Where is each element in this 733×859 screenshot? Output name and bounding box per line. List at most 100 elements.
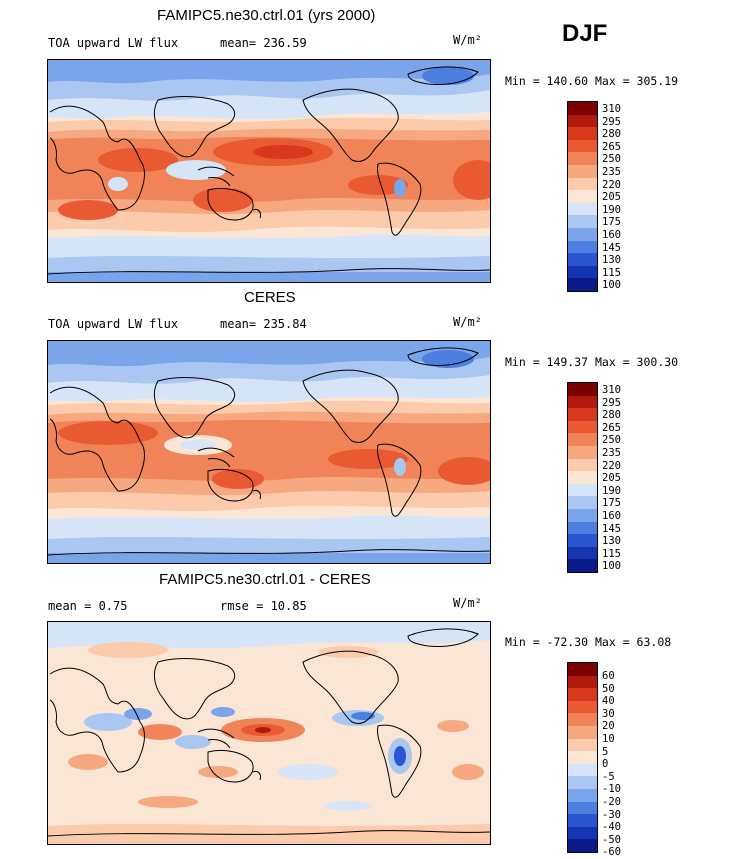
panel1-minmax: Min = 140.60 Max = 305.19 — [505, 74, 679, 88]
panel3-colorbar-swatch-13 — [568, 814, 597, 827]
panel1-cbar-label: 265 — [602, 140, 621, 153]
panel1-colorbar-swatch-6 — [568, 164, 597, 178]
panel1-cbar-label: 100 — [602, 279, 621, 292]
panel2-cbar-label: 175 — [602, 497, 621, 510]
panel3-colorbar-swatch-6 — [568, 725, 597, 739]
panel1-colorbar-swatch-8 — [568, 190, 597, 203]
panel3-colorbar-swatch-1 — [568, 663, 597, 676]
panel3-minmax: Min = -72.30 Max = 63.08 — [505, 635, 672, 649]
panel1-colorbar-swatch-10 — [568, 215, 597, 228]
panel1-colorbar-swatch-7 — [568, 177, 597, 191]
panel2-colorbar-swatch-9 — [568, 483, 597, 497]
panel3-cbar-label: -10 — [602, 783, 621, 796]
panel3-cbar-label: 40 — [602, 695, 615, 708]
panel2-cbar-label: 205 — [602, 472, 621, 485]
panel3-colorbar-swatch-2 — [568, 675, 597, 689]
panel3-colorbar-labels: 60 50 40 30 20 10 5 0 -5 -10 -20 -30 -40… — [602, 670, 621, 859]
panel2-colorbar-labels: 310 295 280 265 250 235 220 205 190 175 … — [602, 384, 621, 573]
panel3-cbar-label: 0 — [602, 758, 609, 771]
panel1-colorbar-swatch-1 — [568, 102, 597, 115]
panel3-colorbar — [567, 662, 598, 853]
panel2-cbar-label: 160 — [602, 509, 621, 522]
panel2-cbar-label: 250 — [602, 434, 621, 447]
panel2-colorbar-swatch-3 — [568, 408, 597, 421]
panel1-cbar-label: 235 — [602, 165, 621, 178]
panel1-colorbar-swatch-9 — [568, 202, 597, 216]
panel2-cbar-label: 235 — [602, 446, 621, 459]
panel3-cbar-label: 30 — [602, 707, 615, 720]
panel1-colorbar-swatch-11 — [568, 227, 597, 241]
panel3-cbar-label: 10 — [602, 732, 615, 745]
panel3-cbar-label: -50 — [602, 833, 621, 846]
panel3-cbar-label: -60 — [602, 846, 621, 859]
panel2-cbar-label: 295 — [602, 396, 621, 409]
panel2-map — [47, 340, 491, 564]
panel3-colorbar-swatch-7 — [568, 738, 597, 752]
panel2-units: W/m² — [453, 315, 482, 329]
panel2-colorbar-swatch-11 — [568, 508, 597, 522]
panel2-cbar-label: 220 — [602, 459, 621, 472]
panel2-minmax: Min = 149.37 Max = 300.30 — [505, 355, 679, 369]
panel1-cbar-label: 295 — [602, 115, 621, 128]
panel3-colorbar-swatch-4 — [568, 700, 597, 714]
panel3-colorbar-swatch-10 — [568, 776, 597, 789]
panel1-cbar-label: 145 — [602, 241, 621, 254]
panel1-cbar-label: 175 — [602, 216, 621, 229]
panel3-colorbar-swatch-3 — [568, 688, 597, 701]
panel2-colorbar-swatch-1 — [568, 383, 597, 396]
panel2-colorbar-swatch-6 — [568, 445, 597, 459]
panel2-colorbar-swatch-10 — [568, 496, 597, 509]
panel1-cbar-label: 220 — [602, 178, 621, 191]
panel3-colorbar-swatch-12 — [568, 801, 597, 815]
panel1-colorbar-swatch-13 — [568, 253, 597, 266]
panel3-colorbar-swatch-15 — [568, 839, 597, 852]
panel1-colorbar-labels: 310 295 280 265 250 235 220 205 190 175 … — [602, 103, 621, 292]
panel1-colorbar-swatch-2 — [568, 114, 597, 128]
panel2-colorbar-swatch-14 — [568, 546, 597, 560]
panel2-cbar-label: 145 — [602, 522, 621, 535]
panel2-colorbar-swatch-8 — [568, 471, 597, 484]
panel3-rmse: rmse = 10.85 — [220, 599, 307, 613]
panel1-cbar-label: 250 — [602, 153, 621, 166]
panel2-map-svg — [48, 341, 490, 563]
panel2-colorbar-swatch-12 — [568, 521, 597, 535]
panel2-colorbar-swatch-4 — [568, 420, 597, 434]
panel3-cbar-label: 5 — [602, 745, 609, 758]
panel2-cbar-label: 115 — [602, 547, 621, 560]
panel3-map-svg — [48, 622, 490, 844]
panel2-colorbar-swatch-2 — [568, 395, 597, 409]
panel3-colorbar-swatch-9 — [568, 763, 597, 777]
panel1-cbar-label: 205 — [602, 191, 621, 204]
panel2-cbar-label: 130 — [602, 535, 621, 548]
panel1-colorbar-swatch-15 — [568, 278, 597, 291]
season-label: DJF — [562, 20, 608, 47]
panel3-mean: mean = 0.75 — [48, 599, 128, 613]
panel3-cbar-label: 20 — [602, 720, 615, 733]
panel2-colorbar — [567, 382, 598, 573]
panel1-colorbar — [567, 101, 598, 292]
panel1-cbar-label: 130 — [602, 254, 621, 267]
panel2-colorbar-swatch-13 — [568, 534, 597, 547]
panel1-variable: TOA upward LW flux — [48, 36, 179, 50]
panel2-cbar-label: 100 — [602, 560, 621, 573]
panel3-colorbar-swatch-5 — [568, 713, 597, 726]
panel1-cbar-label: 115 — [602, 266, 621, 279]
panel1-title: FAMIPC5.ne30.ctrl.01 (yrs 2000) — [157, 7, 376, 24]
panel1-cbar-label: 190 — [602, 203, 621, 216]
panel1-colorbar-swatch-5 — [568, 152, 597, 165]
panel3-title: FAMIPC5.ne30.ctrl.01 - CERES — [159, 571, 371, 588]
panel2-cbar-label: 265 — [602, 421, 621, 434]
panel2-cbar-label: 310 — [602, 384, 621, 396]
panel3-cbar-label: -30 — [602, 808, 621, 821]
panel2-colorbar-swatch-5 — [568, 433, 597, 446]
panel1-colorbar-swatch-4 — [568, 139, 597, 153]
panel1-mean: mean= 236.59 — [220, 36, 307, 50]
panel2-mean: mean= 235.84 — [220, 317, 307, 331]
panel3-map — [47, 621, 491, 845]
panel1-map — [47, 59, 491, 283]
panel1-cbar-label: 310 — [602, 103, 621, 115]
panel1-colorbar-swatch-12 — [568, 240, 597, 254]
panel1-units: W/m² — [453, 33, 482, 47]
panel2-variable: TOA upward LW flux — [48, 317, 179, 331]
panel3-cbar-label: 50 — [602, 682, 615, 695]
